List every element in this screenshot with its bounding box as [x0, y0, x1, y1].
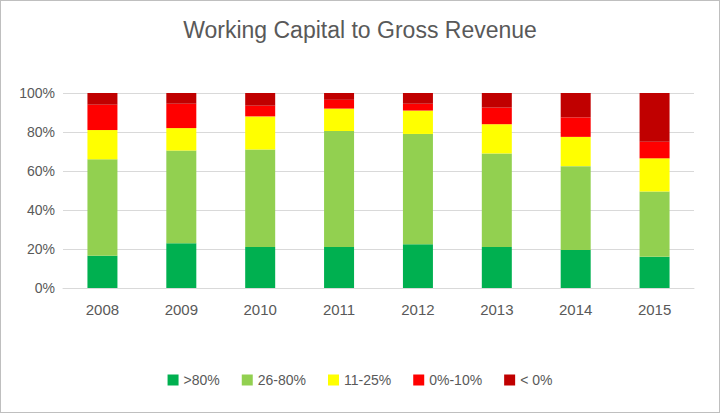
- svg-text:26-80%: 26-80%: [258, 372, 306, 388]
- svg-text:100%: 100%: [19, 85, 55, 101]
- svg-text:2015: 2015: [638, 301, 671, 318]
- svg-text:>80%: >80%: [184, 372, 220, 388]
- svg-text:2010: 2010: [244, 301, 277, 318]
- svg-text:40%: 40%: [27, 202, 55, 218]
- svg-text:0%: 0%: [35, 280, 55, 296]
- svg-text:80%: 80%: [27, 124, 55, 140]
- svg-text:Working Capital to Gross Reven: Working Capital to Gross Revenue: [183, 17, 537, 43]
- svg-text:< 0%: < 0%: [520, 372, 552, 388]
- svg-text:2011: 2011: [323, 301, 355, 318]
- svg-text:2013: 2013: [480, 301, 513, 318]
- svg-text:2012: 2012: [401, 301, 434, 318]
- svg-text:60%: 60%: [27, 163, 55, 179]
- svg-text:11-25%: 11-25%: [344, 372, 391, 388]
- svg-text:2009: 2009: [165, 301, 198, 318]
- svg-text:0%-10%: 0%-10%: [429, 372, 482, 388]
- svg-text:2014: 2014: [559, 301, 592, 318]
- svg-text:20%: 20%: [27, 241, 55, 257]
- svg-text:2008: 2008: [86, 301, 119, 318]
